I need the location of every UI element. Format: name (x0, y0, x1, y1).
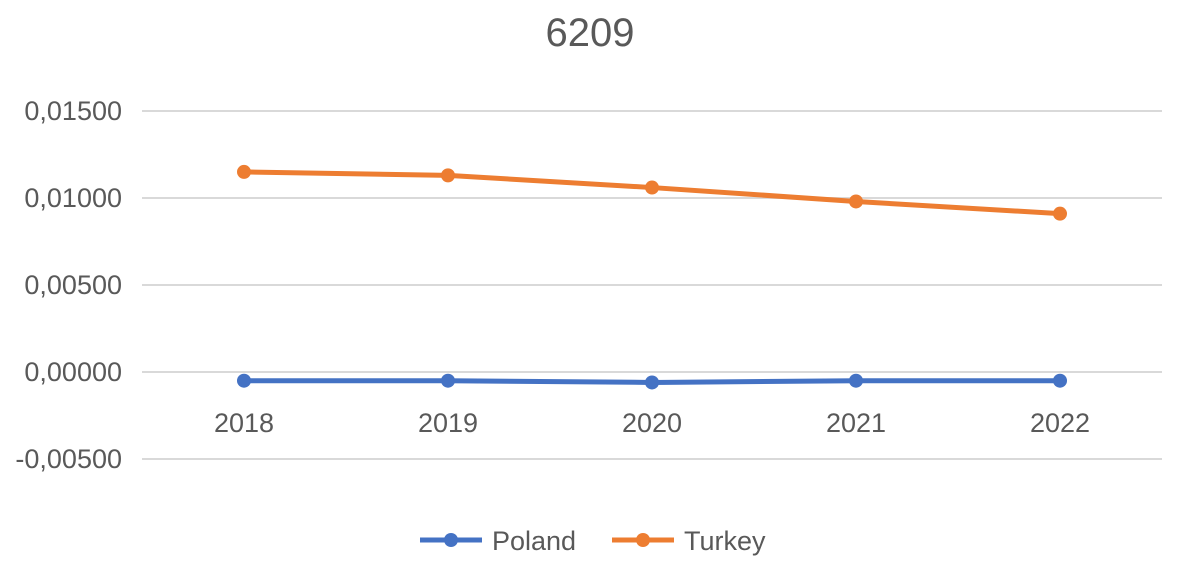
data-point-turkey (441, 168, 455, 183)
x-tick-label: 2022 (1030, 408, 1090, 438)
y-tick-label: 0,01000 (24, 183, 122, 213)
series-lines (237, 164, 1067, 390)
x-tick-label: 2019 (418, 408, 478, 438)
chart-title: 6209 (546, 11, 635, 55)
x-tick-label: 2021 (826, 408, 886, 438)
data-point-poland (645, 375, 659, 390)
data-point-turkey (237, 164, 251, 179)
legend-item-turkey: Turkey (612, 526, 766, 556)
y-tick-label: 0,00500 (24, 270, 122, 300)
legend-label: Poland (492, 526, 576, 556)
gridlines (142, 110, 1162, 460)
legend-marker (636, 533, 650, 547)
legend-item-poland: Poland (420, 526, 576, 556)
legend-marker (444, 533, 458, 547)
legend-label: Turkey (684, 526, 766, 556)
data-point-poland (1053, 373, 1067, 388)
data-point-poland (849, 373, 863, 388)
x-axis-tick-labels: 2018 2019 2020 2021 2022 (214, 408, 1090, 438)
y-tick-label: 0,00000 (24, 357, 122, 387)
y-tick-label: -0,00500 (15, 444, 122, 474)
data-point-turkey (849, 194, 863, 209)
data-point-turkey (645, 180, 659, 195)
data-point-turkey (1053, 206, 1067, 221)
series-poland (237, 373, 1067, 390)
y-tick-label: 0,01500 (24, 96, 122, 126)
data-point-poland (441, 373, 455, 388)
data-point-poland (237, 373, 251, 388)
x-tick-label: 2020 (622, 408, 682, 438)
y-axis-tick-labels: -0,00500 0,00000 0,00500 0,01000 0,01500 (15, 96, 122, 474)
series-turkey (237, 164, 1067, 221)
x-tick-label: 2018 (214, 408, 274, 438)
legend: Poland Turkey (420, 526, 766, 556)
